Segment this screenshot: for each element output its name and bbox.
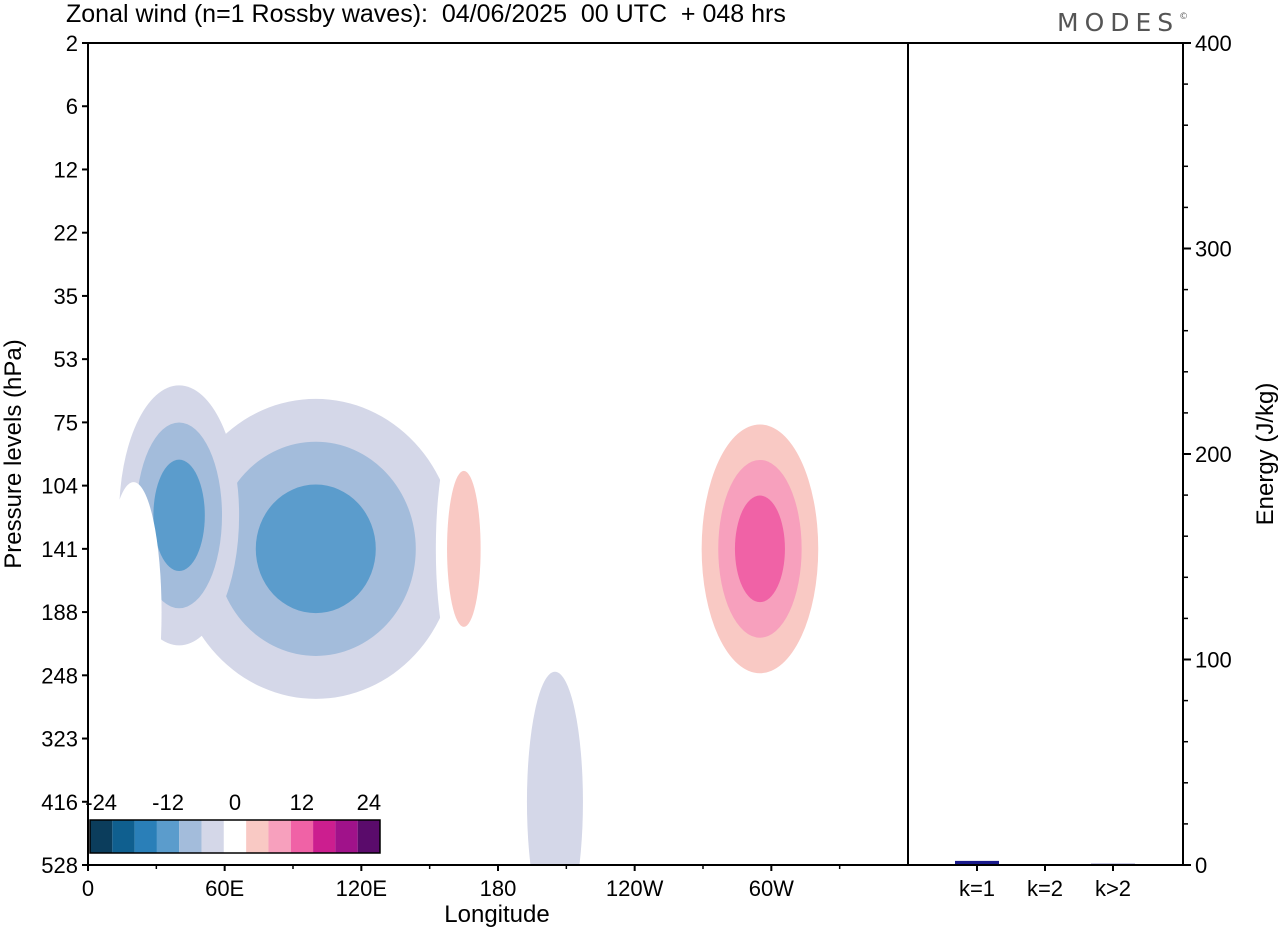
y-tick-label: 75 [54, 410, 78, 435]
energy-bars: 0 100 200 300 400 Energy (J/kg) k=1 k=2 k>2 [955, 31, 1279, 901]
x-tick-label: 120E [336, 876, 387, 901]
energy-axis-title: Energy (J/kg) [1252, 383, 1279, 526]
colorbar-swatch [313, 820, 336, 853]
contour-band [734, 495, 785, 603]
colorbar-swatch [246, 820, 269, 853]
x-axis-title: Longitude [444, 901, 549, 928]
x-tick-label: 60E [205, 876, 244, 901]
contour-band [447, 470, 481, 627]
colorbar-label: 12 [290, 790, 314, 815]
contour-band [255, 484, 376, 614]
colorbar-label: 24 [357, 790, 381, 815]
contour-band [526, 671, 583, 865]
x-tick-label: 180 [480, 876, 517, 901]
energy-tick-label: 200 [1195, 442, 1232, 467]
energy-category-label: k=2 [1027, 876, 1063, 901]
colorbar-swatch [134, 820, 157, 853]
energy-bar [955, 860, 999, 865]
colorbar-swatch [156, 820, 180, 853]
energy-category-label: k>2 [1095, 876, 1131, 901]
energy-tick-label: 100 [1195, 648, 1232, 673]
energy-tick-label: 300 [1195, 237, 1232, 262]
brand-text: MODES [1057, 8, 1180, 37]
colorbar-swatch [290, 820, 314, 853]
colorbar-label: -12 [152, 790, 184, 815]
y-tick-label: 35 [54, 284, 78, 309]
colorbar-swatch [223, 820, 247, 853]
y-tick-label: 22 [54, 221, 78, 246]
x-tick-label: 0 [82, 876, 94, 901]
y-tick-label: 141 [41, 537, 78, 562]
y-axis-title: Pressure levels (hPa) [0, 339, 27, 568]
y-tick-label: 53 [54, 347, 78, 372]
colorbar-swatch [357, 820, 380, 853]
contour-band [105, 482, 162, 743]
colorbar-swatch [268, 820, 291, 853]
y-tick-label: 6 [66, 94, 78, 119]
y-tick-label: 323 [41, 727, 78, 752]
colorbar-frame [89, 819, 381, 854]
contour-band [481, 671, 538, 865]
y-tick-label: 416 [41, 790, 78, 815]
colorbar-label: -24 [85, 790, 117, 815]
colorbar-swatch [112, 820, 135, 853]
contour-band [153, 459, 205, 572]
x-tick-label: 120W [606, 876, 664, 901]
energy-tick-label: 0 [1195, 853, 1207, 878]
y-tick-label: 2 [66, 31, 78, 56]
copyright-mark: © [1179, 12, 1189, 22]
x-tick-label: 60W [749, 876, 794, 901]
energy-tick-label: 400 [1195, 31, 1232, 56]
y-tick-label: 104 [41, 474, 78, 499]
energy-category-label: k=1 [959, 876, 995, 901]
y-tick-label: 248 [41, 663, 78, 688]
chart-title: Zonal wind (n=1 Rossby waves): 04/06/202… [66, 0, 786, 28]
colorbar-swatch [335, 820, 358, 853]
colorbar-swatch [201, 820, 224, 853]
colorbar: -24 -12 0 12 24 [85, 790, 381, 854]
colorbar-label: 0 [229, 790, 241, 815]
y-tick-label: 528 [41, 853, 78, 878]
colorbar-swatch [179, 820, 202, 853]
heatmap-frame [87, 42, 909, 866]
y-tick-label: 12 [54, 157, 78, 182]
contour-field [105, 385, 835, 865]
y-tick-label: 188 [41, 600, 78, 625]
brand-logo: MODES© [1057, 8, 1188, 37]
colorbar-swatch [90, 820, 113, 853]
